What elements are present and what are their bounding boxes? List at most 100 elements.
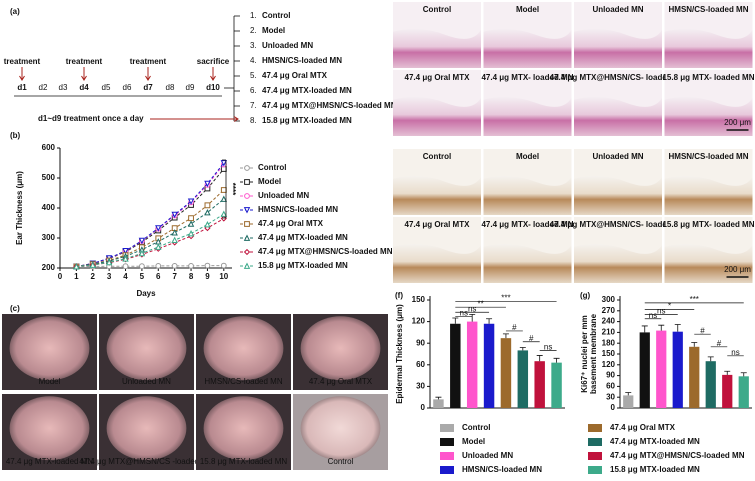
error-bar	[658, 324, 665, 331]
image-label: 15.8 μg MTX- loaded MN	[662, 220, 754, 229]
point	[155, 263, 162, 269]
point	[204, 202, 211, 209]
error-bar	[740, 372, 747, 377]
tissue	[664, 244, 753, 283]
legend-label: HMSN/CS-loaded MN	[462, 465, 542, 474]
y-axis-label: basement membrane	[589, 313, 598, 394]
legend-label: 47.4 μg MTX@HMSN/CS-loaded MN	[258, 247, 393, 256]
error-bar	[502, 333, 509, 339]
x-tick-label: 9	[205, 272, 210, 281]
y-tick-label: 30	[606, 392, 615, 401]
tissue	[574, 244, 662, 283]
point	[204, 220, 211, 228]
x-tick-label: 5	[140, 272, 145, 281]
bar	[689, 346, 700, 408]
tissue	[483, 29, 572, 68]
photo-label: 47.4 μg MTX-loaded MN	[6, 457, 94, 466]
photo-label: 47.4 μg MTX@HMSN/CS -loaded MN	[79, 457, 214, 466]
error-bar	[724, 370, 731, 375]
legend-marker	[243, 234, 251, 241]
legend-marker	[244, 193, 250, 199]
y-axis-label: Ki67⁺ nuclei per mm	[580, 315, 589, 393]
series-line	[76, 218, 225, 267]
point	[188, 263, 194, 269]
legend-swatch	[588, 438, 602, 446]
legend-label: Unloaded MN	[258, 191, 309, 200]
marker-label: treatment	[4, 57, 41, 66]
group-name: HMSN/CS-loaded MN	[262, 56, 342, 65]
y-tick-label: 300	[602, 295, 616, 304]
group-number: 4.	[250, 56, 257, 65]
bar	[738, 376, 749, 408]
tissue	[664, 29, 753, 68]
day-label: d8	[166, 83, 175, 92]
image-label: Control	[423, 5, 451, 14]
group-name: Unloaded MN	[262, 41, 313, 50]
legend-swatch	[588, 452, 602, 460]
panel-label: (b)	[10, 131, 21, 140]
group-name: Model	[262, 26, 285, 35]
y-tick-label: 120	[602, 360, 616, 369]
x-tick-label: 10	[219, 272, 228, 281]
panel-label: (f)	[395, 291, 403, 300]
significance: #	[700, 326, 705, 335]
photo-ear	[106, 316, 187, 381]
tissue	[393, 244, 481, 283]
arrow-head	[19, 75, 25, 81]
x-tick-label: 0	[58, 272, 63, 281]
significance: ns	[657, 307, 665, 316]
day-label: d4	[79, 83, 89, 92]
bar	[639, 332, 650, 408]
point	[139, 263, 145, 270]
photo-ear	[9, 316, 90, 381]
legend-swatch	[440, 452, 454, 460]
legend-swatch	[440, 466, 454, 474]
photo-ear	[300, 316, 381, 381]
photo-label: 15.8 μg MTX-loaded MN	[200, 457, 288, 466]
y-tick-label: 150	[412, 295, 426, 304]
photo-label: HMSN/CS-loaded MN	[204, 377, 282, 386]
bar	[517, 350, 529, 408]
day-label: d3	[59, 83, 68, 92]
y-axis-label: Ear Thickness (μm)	[15, 171, 24, 245]
bar	[483, 323, 495, 408]
arrow-head	[233, 116, 239, 122]
x-tick-label: 2	[91, 272, 96, 281]
y-tick-label: 240	[602, 317, 616, 326]
legend-label: Unloaded MN	[462, 451, 513, 460]
y-tick-label: 0	[611, 403, 616, 412]
point	[138, 237, 146, 245]
image-label: Control	[423, 152, 451, 161]
arrow-head	[145, 75, 151, 81]
tissue	[574, 97, 662, 136]
tissue	[393, 29, 481, 68]
error-bar	[707, 356, 714, 362]
legend-label: 47.4 μg Oral MTX	[610, 423, 676, 432]
day-label: d7	[143, 83, 153, 92]
series-line	[76, 213, 225, 267]
tissue	[483, 97, 572, 136]
point	[155, 225, 162, 232]
significance: #	[512, 323, 517, 332]
legend-swatch	[440, 424, 454, 432]
tissue	[574, 176, 662, 215]
point	[89, 261, 96, 268]
significance: **	[478, 299, 484, 308]
x-tick-label: 1	[74, 272, 79, 281]
legend-label: 47.4 μg Oral MTX	[258, 219, 324, 228]
bar	[623, 395, 634, 408]
panel-label: (c)	[10, 304, 20, 313]
x-tick-label: 6	[156, 272, 161, 281]
day-label: d9	[186, 83, 195, 92]
series-line	[76, 189, 225, 267]
significance: #	[717, 339, 722, 348]
legend-swatch	[440, 438, 454, 446]
significance: ***	[501, 294, 510, 303]
significance: #	[529, 334, 534, 343]
image-label: Unloaded MN	[592, 152, 643, 161]
error-bar	[536, 355, 543, 362]
point	[220, 195, 228, 202]
point	[122, 263, 129, 270]
image-label: Model	[516, 5, 539, 14]
